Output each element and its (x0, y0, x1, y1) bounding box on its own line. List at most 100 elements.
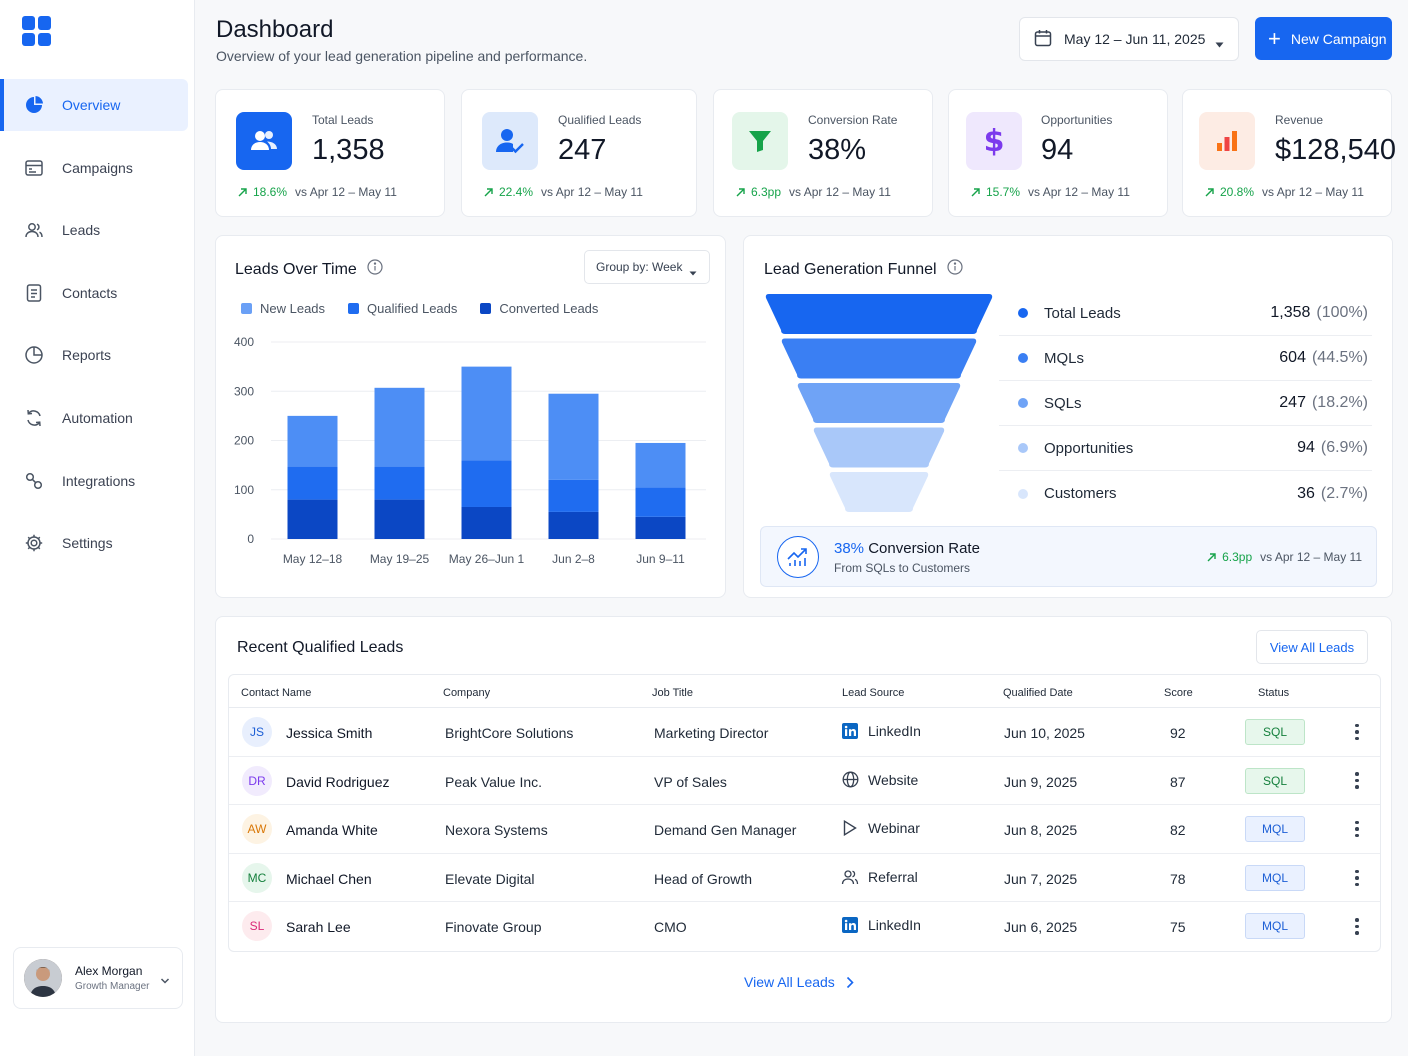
more-vertical-icon[interactable] (1349, 817, 1365, 841)
table-row[interactable]: AW Amanda White Nexora Systems Demand Ge… (229, 805, 1380, 854)
kpi-compare: vs Apr 12 – May 11 (295, 185, 397, 199)
table-row[interactable]: DR David Rodriguez Peak Value Inc. VP of… (229, 757, 1380, 806)
sidebar-item-overview[interactable]: Overview (0, 79, 188, 131)
company: Elevate Digital (445, 870, 535, 887)
column-header[interactable]: Contact Name (241, 687, 312, 699)
contact-name[interactable]: Michael Chen (286, 870, 372, 887)
avatar: SL (242, 911, 272, 942)
stage-value: 94 (6.9%) (1297, 439, 1368, 456)
kpi-trend: 6.3pp vs Apr 12 – May 11 (736, 185, 891, 199)
stage-dot (1018, 308, 1028, 318)
calendar-icon (1034, 29, 1052, 50)
contact-name[interactable]: Sarah Lee (286, 919, 351, 936)
kpi-label: Total Leads (312, 113, 374, 127)
y-tick-label: 100 (234, 483, 254, 497)
qualified-date: Jun 6, 2025 (1004, 919, 1078, 936)
status-badge: MQL (1245, 913, 1305, 940)
sidebar-item-leads[interactable]: Leads (0, 204, 195, 256)
info-icon[interactable] (946, 259, 963, 280)
sidebar-item-contacts[interactable]: Contacts (0, 267, 195, 319)
chevron-down-icon[interactable] (160, 972, 170, 990)
funnel-title: Lead Generation Funnel (764, 260, 937, 278)
date-range-label: May 12 – Jun 11, 2025 (1064, 31, 1206, 47)
kpi-change: 6.3pp (751, 185, 782, 199)
sidebar-item-settings[interactable]: Settings (0, 517, 195, 569)
more-vertical-icon[interactable] (1349, 720, 1365, 744)
view-all-leads-button[interactable]: View All Leads (1256, 630, 1368, 664)
bar-segment (461, 460, 512, 507)
stage-value: 247 (18.2%) (1279, 394, 1368, 411)
column-header[interactable]: Lead Source (842, 687, 905, 699)
kpi-card-total-leads[interactable]: Total Leads 1,358 18.6% vs Apr 12 – May 1… (215, 89, 445, 217)
leads-over-time-panel: 0 100 200 300 400 May 12–18 May 19–25 May 26–Ju… (215, 235, 726, 598)
kpi-compare: vs Apr 12 – May 11 (1028, 185, 1130, 199)
bar-segment (461, 366, 512, 461)
info-icon[interactable] (367, 259, 383, 280)
new-campaign-button[interactable]: + New Campaign (1255, 17, 1392, 60)
column-header[interactable]: Qualified Date (1003, 687, 1073, 699)
app-logo-icon[interactable] (22, 16, 52, 46)
stage-name: SQLs (1044, 394, 1082, 412)
sidebar-item-reports[interactable]: Reports (0, 329, 195, 381)
recent-leads-panel: Recent Qualified Leads View All Leads Co… (215, 616, 1392, 1023)
page-title: Dashboard (216, 16, 334, 43)
x-tick-label: May 26–Jun 1 (449, 552, 525, 566)
bar-segment (461, 506, 512, 539)
stage-dot (1018, 443, 1028, 453)
avatar: AW (242, 814, 272, 845)
user-profile-card[interactable]: Alex Morgan Growth Manager (13, 947, 183, 1009)
linkedin-icon (841, 916, 859, 934)
legend-label: Converted Leads (499, 301, 599, 316)
company: BrightCore Solutions (445, 725, 574, 741)
conversion-trend: 6.3pp vs Apr 12 – May 11 (1207, 550, 1362, 564)
contact-name[interactable]: Amanda White (286, 822, 378, 839)
sidebar-item-campaigns[interactable]: Campaigns (0, 142, 195, 194)
contact-name[interactable]: Jessica Smith (286, 725, 373, 741)
stage-dot (1018, 353, 1028, 363)
funnel-stage-mqls: MQLs 604 (44.5%) (999, 336, 1372, 381)
caret-down-icon (1215, 35, 1224, 51)
sidebar-item-label: Leads (62, 222, 101, 239)
contact-name[interactable]: David Rodriguez (286, 773, 390, 790)
lead-score: 87 (1170, 773, 1186, 790)
legend-item: New Leads (241, 301, 325, 316)
bar-segment (548, 479, 599, 512)
sidebar-item-integrations[interactable]: Integrations (0, 455, 195, 507)
sidebar-item-label: Integrations (62, 472, 136, 489)
date-range-picker[interactable]: May 12 – Jun 11, 2025 (1019, 17, 1239, 61)
more-vertical-icon[interactable] (1349, 914, 1365, 938)
kpi-card-revenue[interactable]: Revenue $128,540 20.8% vs Apr 12 – May 11 (1182, 89, 1396, 217)
y-tick-label: 0 (247, 532, 254, 546)
column-header[interactable]: Score (1164, 687, 1193, 699)
status-badge: MQL (1245, 816, 1305, 843)
column-header[interactable]: Status (1258, 687, 1290, 699)
kpi-label: Opportunities (1041, 113, 1113, 127)
conversion-rate-summary: 38% Conversion Rate From SQLs to Custome… (760, 526, 1377, 587)
kpi-value: 247 (558, 134, 607, 166)
funnel-segment (781, 338, 977, 379)
kpi-card-conversion-rate[interactable]: Conversion Rate 38% 6.3pp vs Apr 12 – May… (713, 89, 933, 217)
legend-swatch (480, 303, 492, 314)
kpi-trend: 22.4% vs Apr 12 – May 11 (484, 185, 643, 199)
more-vertical-icon[interactable] (1349, 866, 1365, 890)
funnel-stage-sqls: SQLs 247 (18.2%) (999, 381, 1372, 426)
kpi-trend: 15.7% vs Apr 12 – May 11 (971, 185, 1130, 199)
lead-source: LinkedIn (841, 916, 921, 934)
kpi-card-opportunities[interactable]: $ Opportunities 94 15.7% vs Apr 12 – May … (948, 89, 1168, 217)
qualified-date: Jun 10, 2025 (1004, 725, 1085, 741)
kpi-label: Revenue (1275, 113, 1324, 127)
table-row[interactable]: JS Jessica Smith BrightCore Solutions Ma… (229, 708, 1380, 757)
group-by-select[interactable]: Group by: Week (584, 250, 710, 284)
funnel-stage-total-leads: Total Leads 1,358 (100%) (999, 291, 1372, 336)
view-all-leads-link[interactable]: View All Leads (744, 974, 854, 990)
lead-source: Webinar (841, 819, 920, 837)
sidebar-item-automation[interactable]: Automation (0, 392, 195, 444)
kpi-card-qualified-leads[interactable]: Qualified Leads 247 22.4% vs Apr 12 – May… (461, 89, 697, 217)
column-header[interactable]: Job Title (652, 687, 693, 699)
table-row[interactable]: MC Michael Chen Elevate Digital Head of … (229, 854, 1380, 903)
leads-over-time-title: Leads Over Time (235, 260, 357, 278)
kpi-trend: 18.6% vs Apr 12 – May 11 (238, 185, 397, 199)
table-row[interactable]: SL Sarah Lee Finovate Group CMO LinkedIn… (229, 902, 1380, 951)
more-vertical-icon[interactable] (1349, 769, 1365, 793)
column-header[interactable]: Company (443, 687, 491, 699)
